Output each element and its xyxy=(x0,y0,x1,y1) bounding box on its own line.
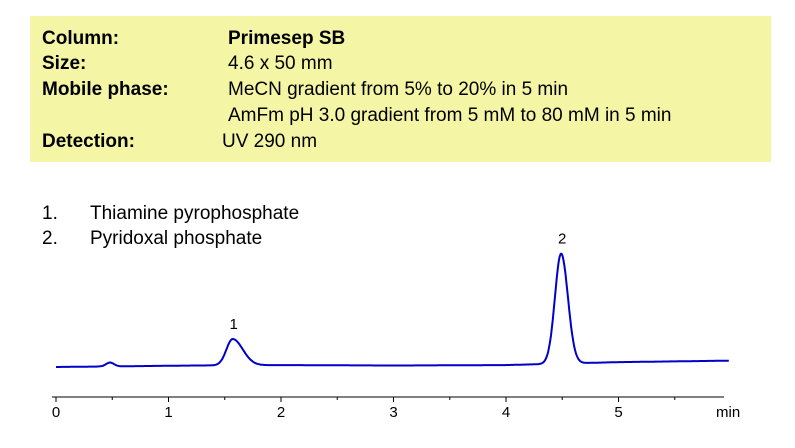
column-label: Column: xyxy=(42,28,120,49)
x-tick-label: 5 xyxy=(614,404,622,421)
peak-label: 1 xyxy=(229,316,237,333)
x-tick-label: 1 xyxy=(164,404,172,421)
detection-value: UV 290 nm xyxy=(222,131,318,152)
compound-name: Thiamine pyrophosphate xyxy=(90,203,300,224)
x-axis-label: min xyxy=(716,404,740,421)
x-tick-label: 2 xyxy=(277,404,285,421)
compound-name: Pyridoxal phosphate xyxy=(90,228,263,249)
detection-label: Detection: xyxy=(42,131,135,152)
mobile-phase-label: Mobile phase: xyxy=(42,79,169,100)
method-info-panel: Column: Primesep SB Size: 4.6 x 50 mm Mo… xyxy=(30,16,771,162)
compound-number: 2. xyxy=(42,228,58,249)
mobile-phase-value-1: MeCN gradient from 5% to 20% in 5 min xyxy=(228,79,569,100)
mobile-phase-value-2: AmFm pH 3.0 gradient from 5 mM to 80 mM … xyxy=(228,105,672,126)
column-value: Primesep SB xyxy=(228,28,346,49)
size-label: Size: xyxy=(42,53,87,74)
chromatogram-trace xyxy=(56,252,729,368)
compound-number: 1. xyxy=(42,203,58,224)
x-tick-label: 3 xyxy=(389,404,397,421)
x-tick-label: 0 xyxy=(52,404,60,421)
x-axis-ticks: 0 1 2 3 4 5 xyxy=(52,397,676,421)
size-value: 4.6 x 50 mm xyxy=(228,53,333,74)
x-tick-label: 4 xyxy=(502,404,510,421)
peak-label: 2 xyxy=(558,230,566,247)
peak-labels: 12 xyxy=(229,230,566,333)
